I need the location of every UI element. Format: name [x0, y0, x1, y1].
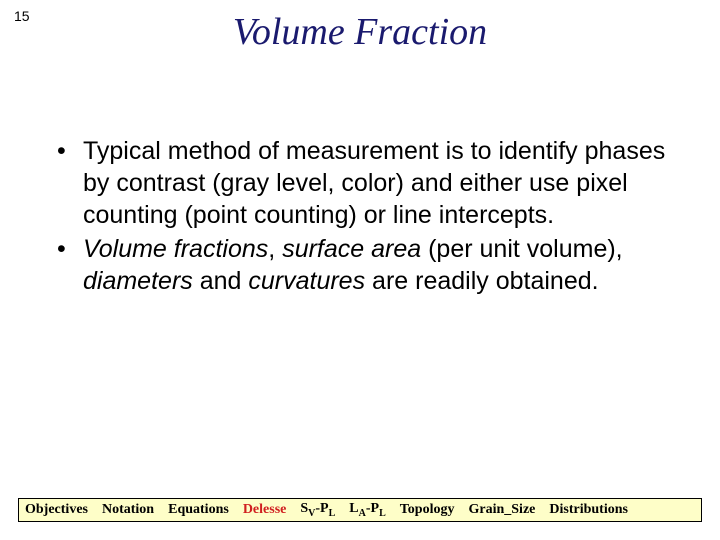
text-run: and	[193, 267, 249, 295]
page-title: Volume Fraction	[0, 10, 720, 54]
nav-item[interactable]: Notation	[102, 502, 154, 518]
text-run: Volume fractions	[83, 235, 268, 263]
text-run: ,	[268, 235, 282, 263]
bullet-item: • Typical method of measurement is to ide…	[55, 135, 680, 231]
text-run: (per unit volume),	[421, 235, 622, 263]
bullet-list: • Typical method of measurement is to ide…	[55, 135, 680, 299]
nav-item[interactable]: Distributions	[549, 502, 628, 518]
nav-item[interactable]: Topology	[400, 502, 455, 518]
nav-item[interactable]: Grain_Size	[468, 502, 535, 518]
bullet-marker: •	[57, 233, 66, 265]
nav-bar: Objectives Notation Equations Delesse SV-PL L…	[18, 498, 702, 522]
nav-item[interactable]: Equations	[168, 502, 229, 518]
nav-item[interactable]: Objectives	[25, 502, 88, 518]
bullet-item: • Volume fractions, surface area (per uni…	[55, 233, 680, 297]
text-run: are readily obtained.	[365, 267, 598, 295]
bullet-marker: •	[57, 135, 66, 167]
text-run: diameters	[83, 267, 193, 295]
text-run: curvatures	[248, 267, 365, 295]
nav-item[interactable]: Delesse	[243, 502, 287, 518]
bullet-text: Typical method of measurement is to iden…	[83, 137, 665, 229]
text-run: surface area	[282, 235, 421, 263]
nav-item[interactable]: LA-PL	[349, 501, 385, 519]
bullet-text: Volume fractions, surface area (per unit…	[83, 235, 623, 295]
nav-item[interactable]: SV-PL	[300, 501, 335, 519]
